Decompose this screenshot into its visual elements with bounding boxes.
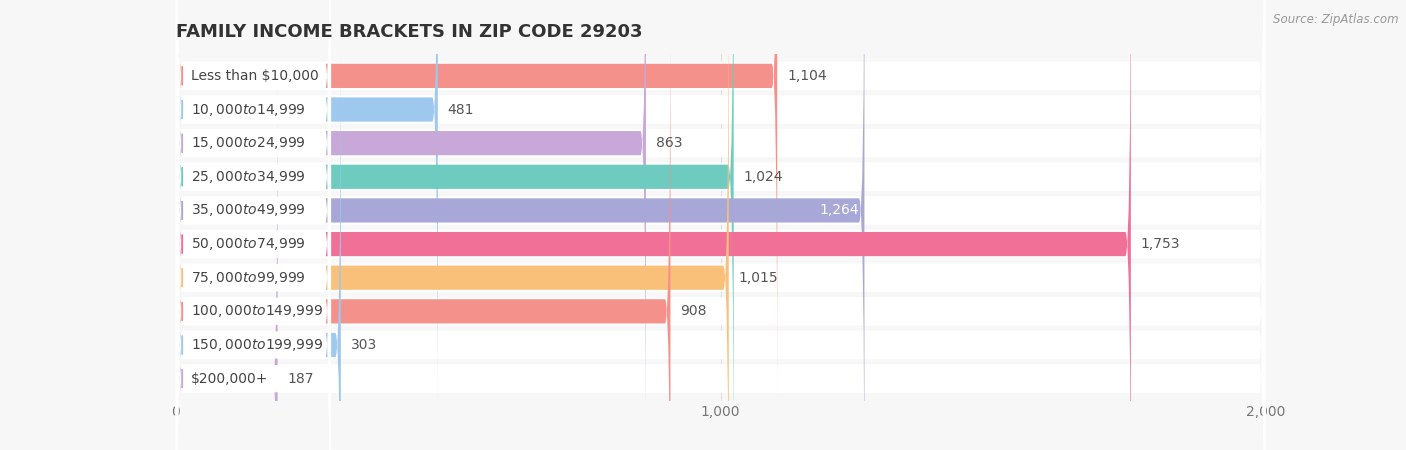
Text: $150,000 to $199,999: $150,000 to $199,999 xyxy=(191,337,323,353)
Text: $25,000 to $34,999: $25,000 to $34,999 xyxy=(191,169,305,185)
Text: 187: 187 xyxy=(287,372,314,386)
FancyBboxPatch shape xyxy=(176,0,330,450)
FancyBboxPatch shape xyxy=(176,0,330,432)
FancyBboxPatch shape xyxy=(176,0,330,450)
Text: 1,015: 1,015 xyxy=(738,271,778,285)
FancyBboxPatch shape xyxy=(176,0,734,450)
Text: 303: 303 xyxy=(350,338,377,352)
FancyBboxPatch shape xyxy=(176,0,1265,450)
FancyBboxPatch shape xyxy=(176,0,645,450)
Text: $35,000 to $49,999: $35,000 to $49,999 xyxy=(191,202,305,218)
FancyBboxPatch shape xyxy=(176,0,778,400)
FancyBboxPatch shape xyxy=(176,0,1265,450)
FancyBboxPatch shape xyxy=(176,0,330,450)
FancyBboxPatch shape xyxy=(176,0,437,434)
FancyBboxPatch shape xyxy=(176,0,1265,450)
Text: 1,753: 1,753 xyxy=(1140,237,1180,251)
Text: Source: ZipAtlas.com: Source: ZipAtlas.com xyxy=(1274,14,1399,27)
Text: 863: 863 xyxy=(655,136,682,150)
Text: 1,104: 1,104 xyxy=(787,69,827,83)
Text: $75,000 to $99,999: $75,000 to $99,999 xyxy=(191,270,305,286)
Text: 481: 481 xyxy=(447,103,474,117)
FancyBboxPatch shape xyxy=(176,0,1265,450)
FancyBboxPatch shape xyxy=(176,0,330,450)
Text: Less than $10,000: Less than $10,000 xyxy=(191,69,319,83)
FancyBboxPatch shape xyxy=(176,0,330,450)
FancyBboxPatch shape xyxy=(176,0,330,450)
Text: $50,000 to $74,999: $50,000 to $74,999 xyxy=(191,236,305,252)
FancyBboxPatch shape xyxy=(176,0,1130,450)
FancyBboxPatch shape xyxy=(176,0,330,450)
Text: 908: 908 xyxy=(681,304,707,318)
Text: $10,000 to $14,999: $10,000 to $14,999 xyxy=(191,102,305,117)
Text: $200,000+: $200,000+ xyxy=(191,372,269,386)
FancyBboxPatch shape xyxy=(176,0,728,450)
FancyBboxPatch shape xyxy=(176,54,277,450)
FancyBboxPatch shape xyxy=(176,22,330,450)
FancyBboxPatch shape xyxy=(176,0,1265,450)
FancyBboxPatch shape xyxy=(176,21,340,450)
FancyBboxPatch shape xyxy=(176,0,671,450)
FancyBboxPatch shape xyxy=(176,0,330,450)
Text: 1,024: 1,024 xyxy=(744,170,783,184)
FancyBboxPatch shape xyxy=(176,0,1265,450)
Text: 1,264: 1,264 xyxy=(820,203,859,217)
FancyBboxPatch shape xyxy=(176,0,865,450)
FancyBboxPatch shape xyxy=(176,0,1265,450)
Text: FAMILY INCOME BRACKETS IN ZIP CODE 29203: FAMILY INCOME BRACKETS IN ZIP CODE 29203 xyxy=(176,23,643,41)
FancyBboxPatch shape xyxy=(176,0,1265,450)
FancyBboxPatch shape xyxy=(176,0,1265,450)
FancyBboxPatch shape xyxy=(176,0,1265,450)
Text: $100,000 to $149,999: $100,000 to $149,999 xyxy=(191,303,323,320)
Text: $15,000 to $24,999: $15,000 to $24,999 xyxy=(191,135,305,151)
